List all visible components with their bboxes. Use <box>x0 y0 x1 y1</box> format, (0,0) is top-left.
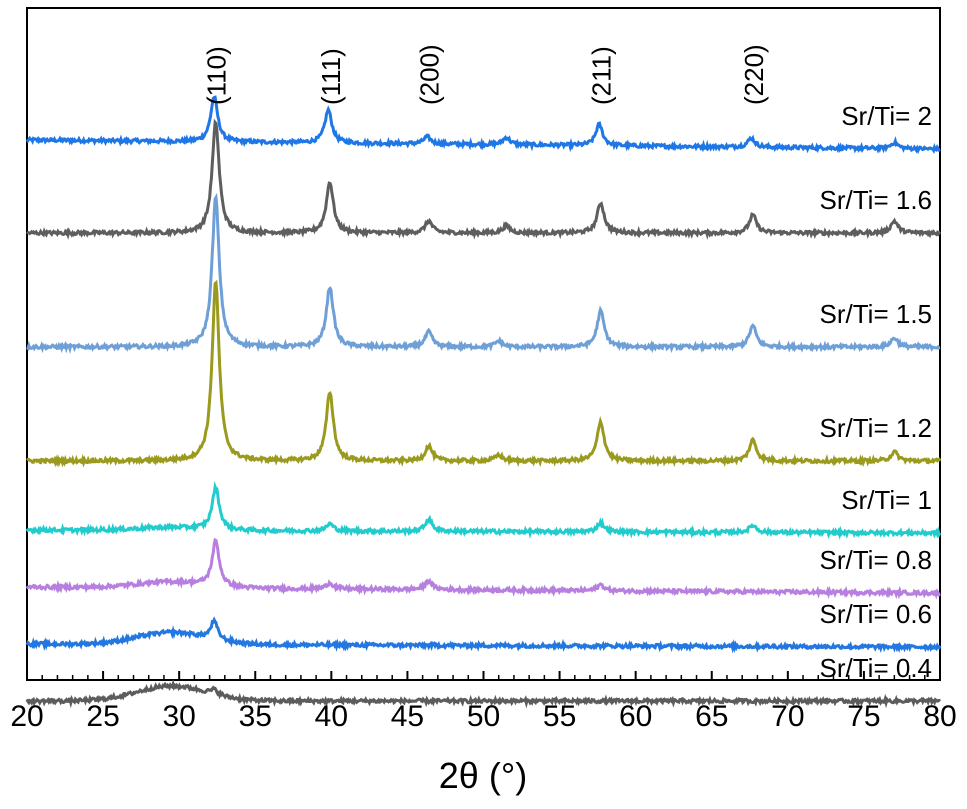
x-tick-label: 75 <box>847 700 880 733</box>
series-line <box>25 95 941 155</box>
x-tick-label: 45 <box>391 700 424 733</box>
series-label: Sr/Ti= 2 <box>841 101 932 131</box>
annotations-group: (110) (111) (200) (211) (220) <box>202 44 769 105</box>
series-line <box>26 192 941 355</box>
x-tick-label: 30 <box>162 700 195 733</box>
x-tick-label: 55 <box>543 700 576 733</box>
series-line <box>25 616 942 654</box>
series-label: Sr/Ti= 1.6 <box>820 185 932 215</box>
series-line <box>25 481 942 540</box>
series-label: Sr/Ti= 1.5 <box>820 299 932 329</box>
x-tick-label: 40 <box>315 700 348 733</box>
miller-index-label: (211) <box>587 46 617 105</box>
series-label: Sr/Ti= 0.8 <box>820 545 932 575</box>
x-axis: 20 25 30 35 40 45 50 55 60 65 70 75 80 <box>10 671 957 733</box>
series-line <box>26 118 942 240</box>
series-line <box>26 279 942 468</box>
miller-index-label: (110) <box>202 46 232 105</box>
x-tick-label: 50 <box>467 700 500 733</box>
x-tick-label: 60 <box>619 700 652 733</box>
x-tick-label: 25 <box>86 700 119 733</box>
miller-index-label: (111) <box>316 48 346 105</box>
x-tick-label: 70 <box>771 700 804 733</box>
x-tick-label: 65 <box>695 700 728 733</box>
series-labels-group: Sr/Ti= 2 Sr/Ti= 1.6 Sr/Ti= 1.5 Sr/Ti= 1.2 Sr… <box>820 101 932 683</box>
x-tick-label: 80 <box>923 700 956 733</box>
x-tick-label: 20 <box>10 700 43 733</box>
miller-index-label: (220) <box>739 44 769 105</box>
traces-group <box>25 95 942 709</box>
x-tick-label: 35 <box>239 700 272 733</box>
series-label: Sr/Ti= 1.2 <box>820 413 932 443</box>
series-label: Sr/Ti= 1 <box>841 485 932 515</box>
miller-index-label: (200) <box>415 44 445 105</box>
x-axis-title: 2θ (°) <box>439 755 527 796</box>
series-line <box>25 679 941 709</box>
series-label: Sr/Ti= 0.4 <box>820 653 932 683</box>
series-line <box>25 537 941 600</box>
series-label: Sr/Ti= 0.6 <box>820 599 932 629</box>
